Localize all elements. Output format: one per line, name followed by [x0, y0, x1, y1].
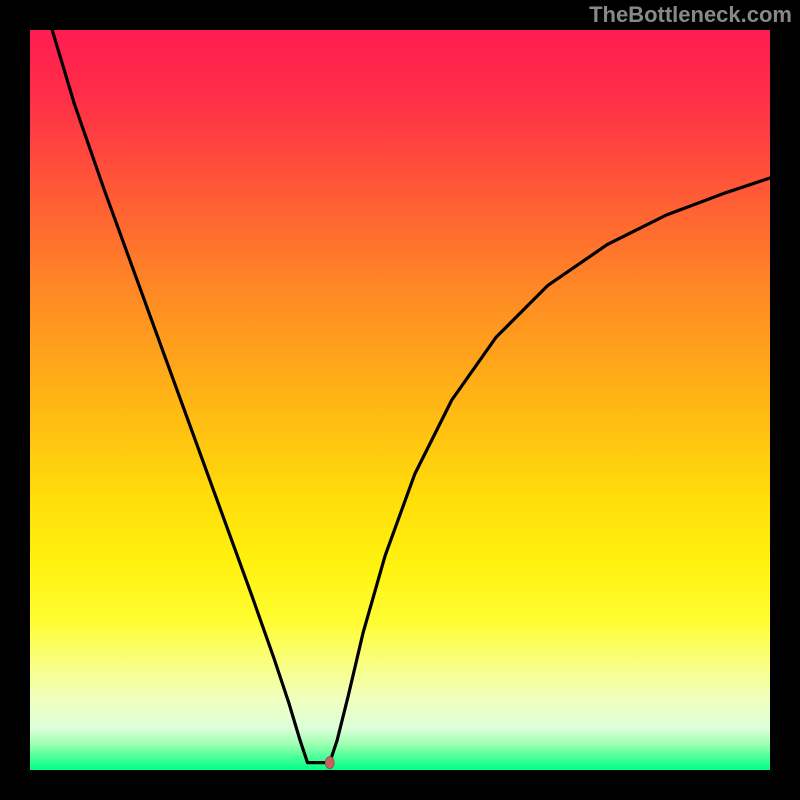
- minimum-marker: [325, 757, 334, 769]
- plot-area: [30, 30, 770, 770]
- gradient-background: [30, 30, 770, 770]
- attribution-text: TheBottleneck.com: [589, 2, 792, 28]
- bottleneck-chart: [30, 30, 770, 770]
